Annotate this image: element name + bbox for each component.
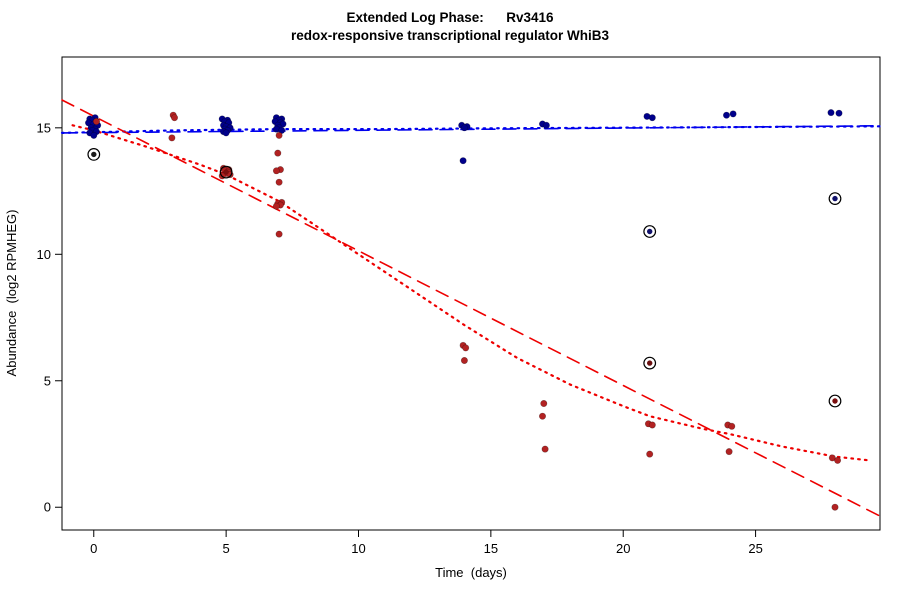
- x-axis-tick-label: 25: [748, 541, 762, 556]
- blue-condition-point: [648, 114, 656, 122]
- flagged-point-ring: [87, 147, 101, 161]
- chart-title: Extended Log Phase: Rv3416: [346, 10, 554, 25]
- red-loess-fit: [71, 124, 871, 462]
- flagged-point-dot: [832, 398, 838, 404]
- red-condition-point: [725, 448, 733, 456]
- red-condition-point: [92, 118, 100, 126]
- flagged-point-ring: [828, 394, 842, 408]
- red-condition-point: [171, 114, 179, 122]
- red-condition-point: [834, 456, 842, 464]
- blue-condition-point: [459, 157, 467, 165]
- blue-condition-point: [542, 121, 550, 129]
- red-condition-point: [272, 202, 280, 210]
- red-condition-point: [460, 356, 468, 364]
- blue-condition-point: [90, 131, 98, 139]
- red-condition-point: [275, 178, 283, 186]
- flagged-point-ring: [643, 356, 657, 370]
- red-condition-point: [168, 134, 176, 142]
- y-axis-label: Abundance (log2 RPMHEG): [4, 210, 19, 377]
- red-condition-point: [538, 412, 546, 420]
- blue-condition-point: [460, 124, 468, 132]
- blue-condition-point: [827, 109, 835, 117]
- flagged-point-ring: [828, 192, 842, 206]
- flagged-point-dot: [647, 228, 653, 235]
- y-axis-tick-label: 15: [37, 120, 51, 135]
- x-axis-tick-label: 10: [351, 541, 365, 556]
- x-axis-tick-label: 15: [484, 541, 498, 556]
- blue-loess-fit: [60, 125, 882, 134]
- red-condition-point: [728, 422, 736, 430]
- flagged-point-ring: [643, 225, 657, 238]
- red-condition-point: [831, 503, 839, 511]
- y-axis-tick-label: 0: [44, 500, 51, 515]
- x-axis-tick-label: 0: [90, 541, 97, 556]
- flagged-point-ring: [219, 165, 233, 179]
- red-condition-point: [648, 421, 656, 429]
- red-condition-point: [272, 167, 280, 175]
- red-condition-point: [274, 149, 282, 157]
- x-axis-tick-label: 20: [616, 541, 630, 556]
- red-linear-fit: [61, 99, 881, 517]
- x-axis-tick-label: 5: [223, 541, 230, 556]
- blue-condition-point: [222, 129, 230, 137]
- flagged-point-dot: [223, 169, 229, 175]
- y-axis-tick-label: 5: [44, 373, 51, 388]
- red-condition-point: [541, 445, 549, 453]
- x-axis-label: Time (days): [435, 565, 507, 580]
- red-condition-point: [828, 454, 836, 462]
- plot-box: [61, 56, 881, 531]
- flagged-point-dot: [832, 195, 838, 202]
- y-axis-tick-label: 10: [37, 247, 51, 262]
- blue-condition-point: [835, 109, 843, 117]
- blue-condition-point: [729, 110, 737, 118]
- red-condition-point: [462, 344, 470, 352]
- red-condition-point: [540, 399, 548, 407]
- red-condition-point: [275, 131, 283, 139]
- red-condition-point: [646, 450, 654, 458]
- flagged-point-dot: [647, 360, 653, 366]
- chart-subtitle: redox-responsive transcriptional regulat…: [290, 28, 610, 43]
- flagged-point-dot: [91, 151, 97, 158]
- red-condition-point: [275, 230, 283, 238]
- blue-condition-point: [722, 111, 730, 119]
